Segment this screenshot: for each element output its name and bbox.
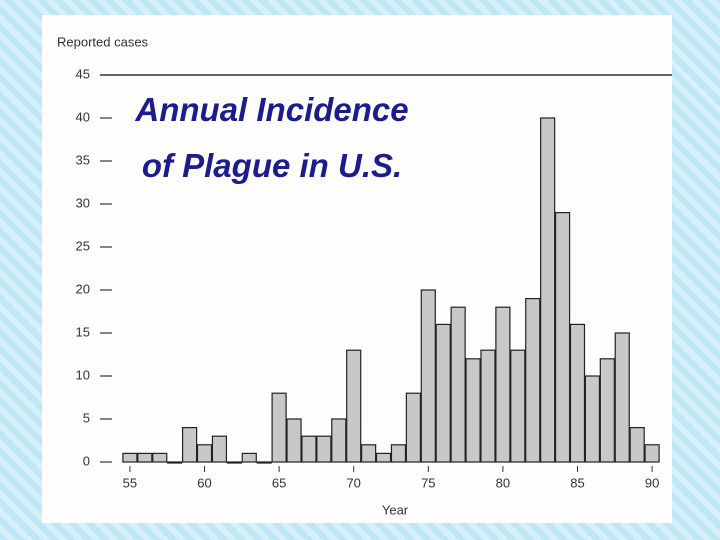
chart-title: Annual Incidence of Plague in U.S.	[135, 91, 409, 185]
bar	[540, 117, 556, 463]
x-tick-label: 70	[346, 475, 360, 490]
bar	[405, 392, 421, 463]
bar	[122, 452, 138, 463]
y-axis-label: Reported cases	[57, 34, 149, 49]
bar	[420, 289, 436, 463]
y-tick-label: 10	[76, 367, 90, 382]
x-axis-label: Year	[382, 502, 409, 517]
bar	[211, 435, 228, 463]
x-tick-label: 85	[570, 475, 584, 490]
y-tick-label: 40	[76, 109, 90, 124]
y-tick-label: 5	[83, 410, 90, 425]
x-tick-label: 75	[421, 475, 435, 490]
bar	[584, 375, 601, 463]
y-tick-label: 35	[76, 152, 90, 167]
bar	[241, 452, 257, 463]
bar	[599, 358, 615, 463]
bar	[152, 452, 168, 463]
bar	[346, 349, 362, 463]
y-tick-label: 20	[76, 281, 90, 296]
y-tick-label: 25	[76, 238, 90, 253]
bar	[644, 444, 660, 463]
bar	[331, 418, 347, 463]
bar	[390, 444, 407, 463]
bar	[375, 452, 392, 463]
y-tick-label: 45	[76, 66, 90, 81]
x-tick-label: 90	[645, 475, 659, 490]
bar	[450, 306, 466, 463]
bar	[554, 212, 571, 463]
bar	[465, 358, 481, 463]
x-tick-label: 55	[123, 475, 137, 490]
bar	[495, 306, 511, 463]
x-tick-label: 65	[272, 475, 286, 490]
bar	[525, 298, 541, 463]
bar	[569, 323, 586, 463]
bar	[361, 444, 377, 463]
bar	[181, 427, 198, 463]
bar	[286, 418, 302, 463]
bar	[435, 323, 451, 463]
y-tick-label: 30	[76, 195, 90, 210]
bar	[629, 427, 645, 463]
x-tick-label: 60	[197, 475, 211, 490]
bar	[137, 452, 153, 463]
y-tick-label: 0	[83, 453, 90, 468]
bar	[301, 435, 317, 463]
bar	[196, 444, 213, 463]
bar	[614, 332, 630, 463]
y-tick-label: 15	[76, 324, 90, 339]
bar	[271, 392, 287, 463]
bar	[226, 461, 242, 464]
bar	[316, 435, 332, 463]
bar	[510, 349, 526, 463]
bar	[167, 461, 183, 464]
bar	[480, 349, 496, 463]
x-tick-label: 80	[496, 475, 510, 490]
bar	[256, 461, 272, 464]
